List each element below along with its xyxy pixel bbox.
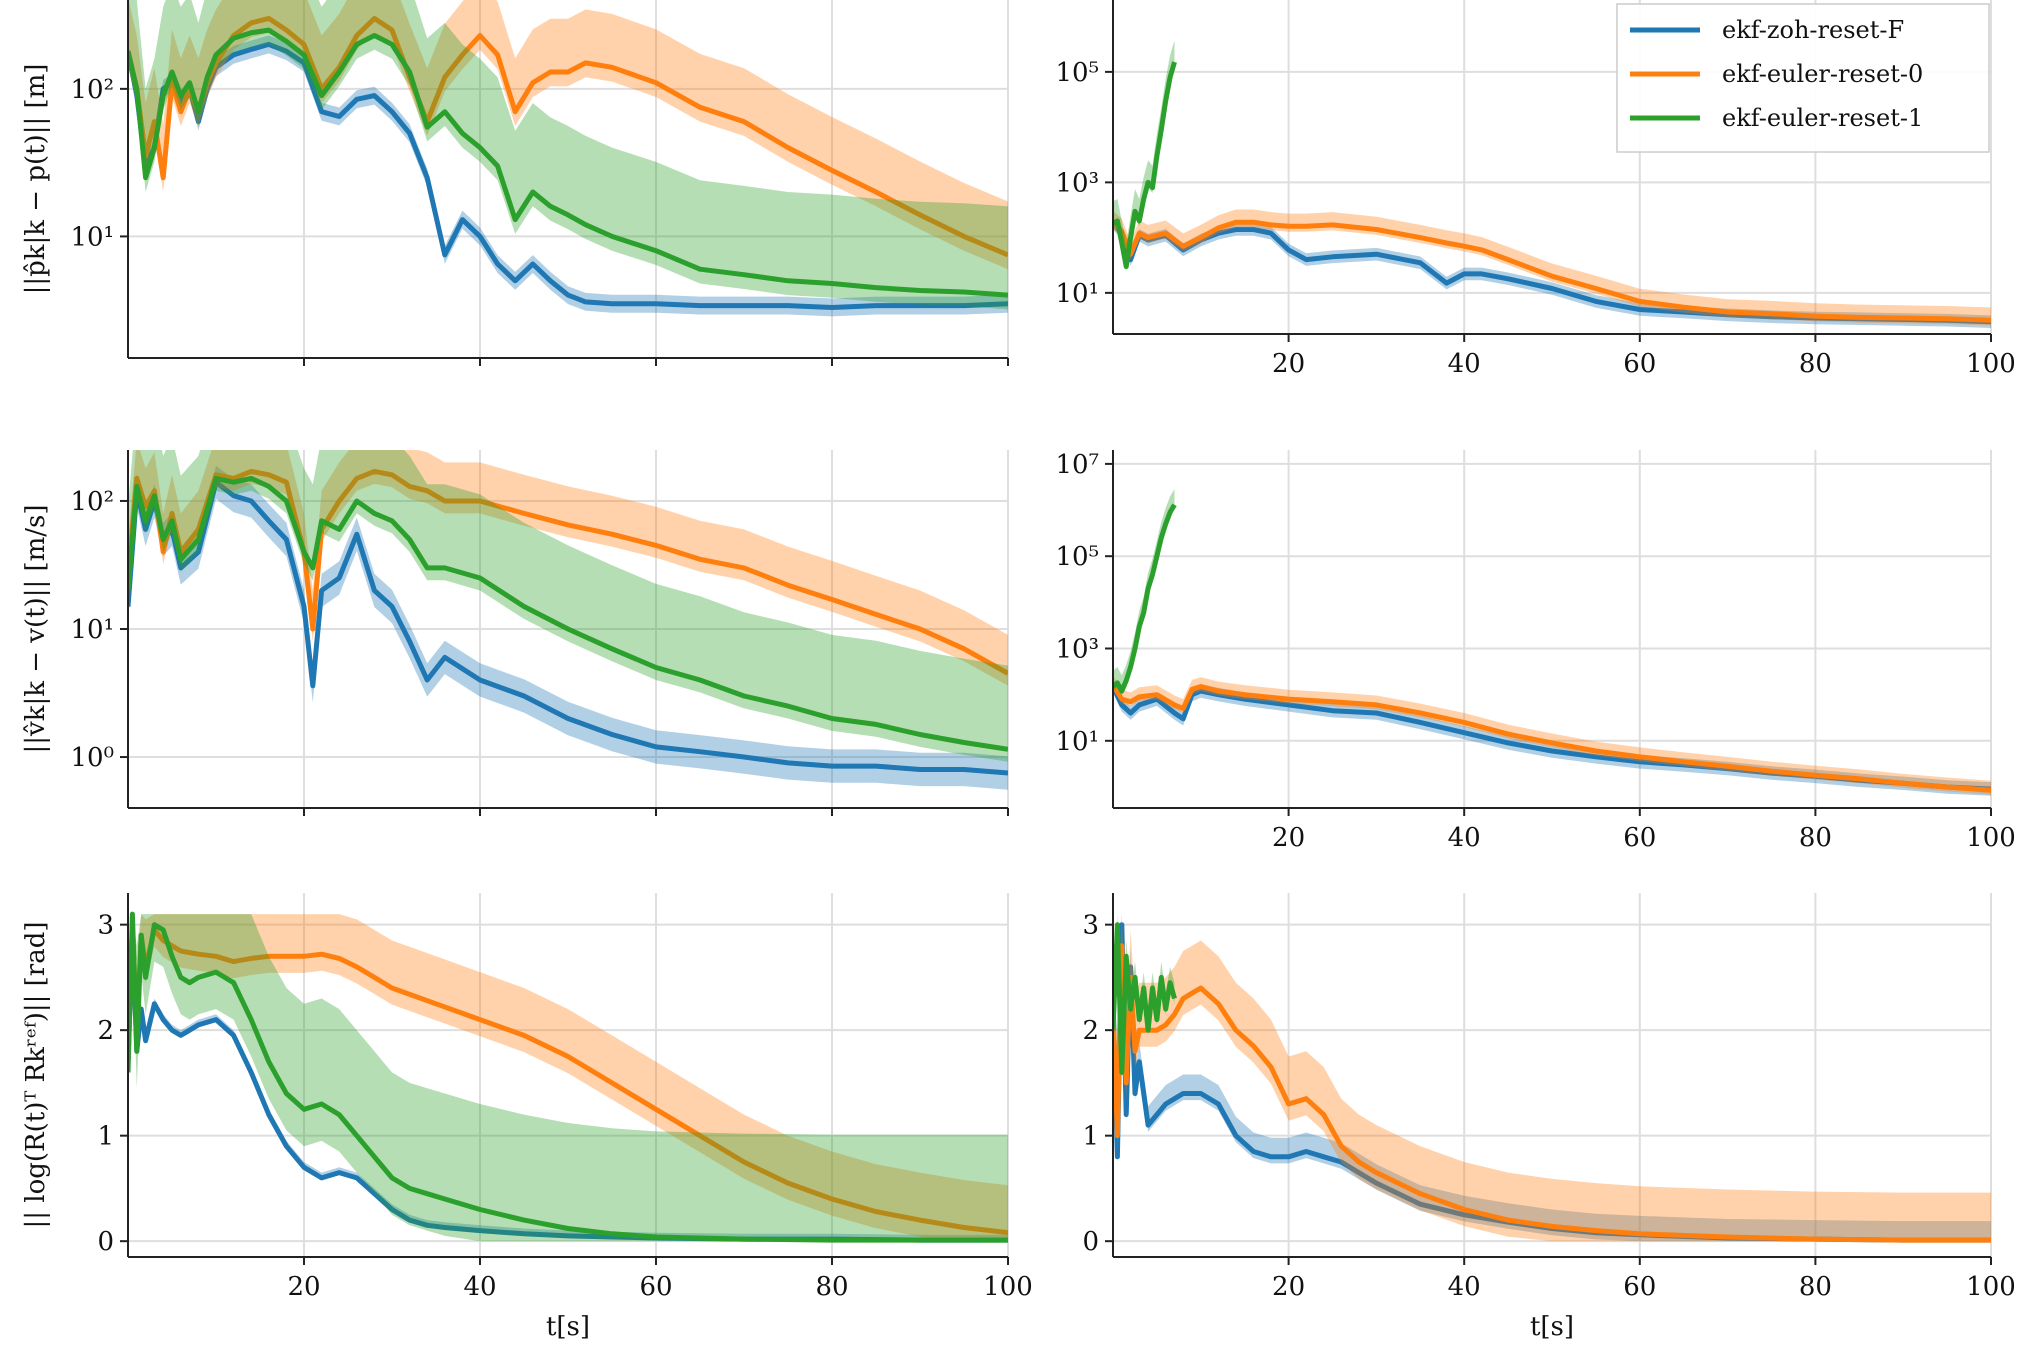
y-axis-label: || log(R(t)ᵀ Rkʳᵉᶠ)|| [rad] [21,921,51,1228]
series-line-ekf-zoh-reset-F [128,932,1008,1243]
series-line-ekf-euler-reset-1 [128,911,1008,1243]
x-tick-label: 80 [1799,349,1832,379]
band-ekf-euler-reset-1 [128,914,1008,1242]
band-ekf-euler-reset-1 [128,0,1008,310]
x-tick-label: 100 [983,1272,1033,1302]
plot-area [128,0,1008,317]
x-tick-label: 20 [1272,349,1305,379]
legend-label: ekf-euler-reset-0 [1722,60,1923,88]
series-line-ekf-euler-reset-1 [128,475,1008,752]
plot-area [1113,489,1991,796]
x-tick-label: 60 [1623,349,1656,379]
y-tick-label: 0 [1082,1227,1099,1257]
band-ekf-euler-reset-0 [1113,675,1991,795]
panel-attitude-right: 20 40 60 80 100 0 1 2 3 t[s] [1082,893,2016,1342]
x-tick-label: 60 [1623,1272,1656,1302]
x-tick-label: 80 [815,1272,848,1302]
series-line-ekf-euler-reset-1 [1113,922,1177,1075]
x-tick-label: 100 [1966,1272,2016,1302]
series-line-ekf-euler-reset-1 [1113,61,1177,269]
y-tick-label: 10⁷ [1055,450,1099,480]
y-tick-label: 10¹ [70,222,114,252]
y-tick-label: 10⁵ [1055,542,1099,572]
x-tick-label: 60 [639,1272,672,1302]
series-line-ekf-euler-reset-0 [1113,683,1991,793]
panel-position-left: 10¹ 10² ||p̂k|k − p(t)|| [m] [21,0,1009,366]
x-tick-label: 80 [1799,823,1832,853]
x-axis-label: t[s] [1530,1312,1574,1342]
series-line-ekf-euler-reset-0 [1113,943,1991,1243]
x-tick-label: 20 [287,1272,320,1302]
y-axis-label: ||v̂k|k − v(t)|| [m/s] [21,504,51,753]
x-tick-label: 20 [1272,823,1305,853]
plot-area [128,450,1008,790]
band-ekf-zoh-reset-F [128,465,1008,790]
series-line-ekf-euler-reset-0 [128,922,1008,1236]
y-tick-label: 10⁵ [1055,58,1099,88]
band-ekf-euler-reset-0 [128,0,1008,270]
band-ekf-euler-reset-0 [1113,914,1991,1242]
y-tick-label: 10¹ [1055,727,1099,757]
series-line-ekf-zoh-reset-F [128,479,1008,776]
y-tick-label: 2 [97,1016,114,1046]
x-tick-label: 40 [463,1272,496,1302]
y-tick-label: 10¹ [1055,279,1099,309]
x-tick-label: 20 [1272,1272,1305,1302]
series-line-ekf-euler-reset-1 [128,27,1008,298]
plot-area [128,911,1008,1243]
y-tick-label: 0 [97,1227,114,1257]
y-tick-label: 10² [70,75,114,105]
band-ekf-euler-reset-0 [1113,209,1991,326]
panel-velocity-left: 10⁰ 10¹ 10² ||v̂k|k − v(t)|| [m/s] [21,450,1009,816]
series-line-ekf-euler-reset-1 [1113,503,1177,694]
x-tick-label: 80 [1799,1272,1832,1302]
x-tick-label: 60 [1623,823,1656,853]
y-axis-label: ||p̂k|k − p(t)|| [m] [21,64,51,295]
y-tick-label: 10¹ [70,615,114,645]
series-line-ekf-euler-reset-0 [1113,219,1991,323]
x-axis-label: t[s] [546,1312,590,1342]
legend-label: ekf-euler-reset-1 [1722,104,1923,132]
plot-area [1113,914,1991,1243]
y-tick-label: 10³ [1055,635,1099,665]
y-tick-label: 3 [1082,911,1099,941]
y-tick-label: 10⁰ [70,743,114,773]
x-tick-label: 100 [1966,349,2016,379]
y-tick-label: 3 [97,911,114,941]
x-tick-label: 100 [1966,823,2016,853]
x-tick-label: 40 [1448,823,1481,853]
panel-attitude-left: 20 40 60 80 100 0 1 2 3 || log(R(t)ᵀ Rkʳᵉᶠ)|| [ra… [21,893,1033,1342]
y-tick-label: 1 [1082,1122,1099,1152]
panel-velocity-right: 20 40 60 80 100 10¹ 10³ 10⁵ 10⁷ [1055,450,2015,853]
y-tick-label: 2 [1082,1016,1099,1046]
y-tick-label: 10³ [1055,168,1099,198]
y-tick-label: 1 [97,1122,114,1152]
legend-label: ekf-zoh-reset-F [1722,16,1904,44]
plot-area [1113,40,1991,328]
band-ekf-euler-reset-1 [128,450,1008,762]
band-ekf-euler-reset-0 [128,914,1008,1242]
legend: ekf-zoh-reset-F ekf-euler-reset-0 ekf-eule… [1616,3,1990,153]
x-tick-label: 40 [1448,1272,1481,1302]
x-tick-label: 40 [1448,349,1481,379]
y-tick-label: 10² [70,487,114,517]
